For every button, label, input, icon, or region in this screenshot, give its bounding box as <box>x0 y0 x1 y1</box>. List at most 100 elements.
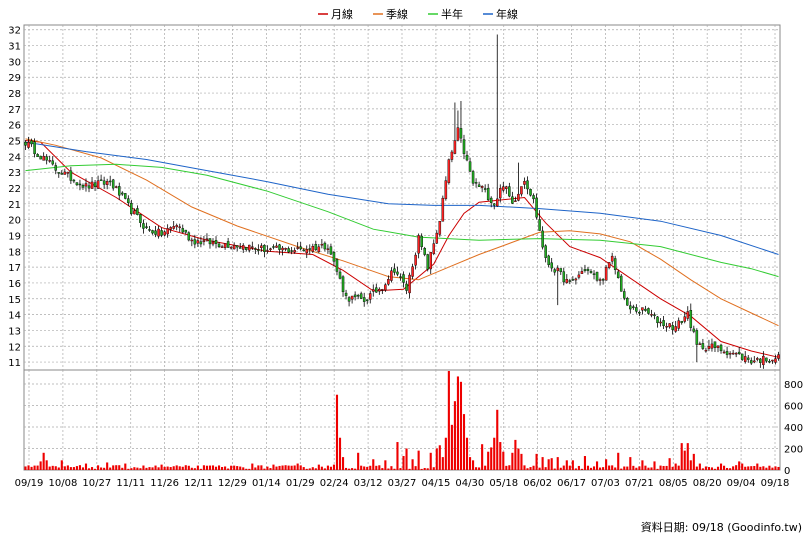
candle-body <box>583 269 587 271</box>
volume-bar <box>344 467 348 470</box>
candle-body <box>269 248 272 250</box>
volume-bar <box>217 465 221 470</box>
candle-body <box>759 358 762 363</box>
volume-bar <box>320 466 323 470</box>
candle-body <box>592 273 596 275</box>
candle-body <box>326 248 330 250</box>
candle-body <box>505 186 508 189</box>
price-tick-label: 13 <box>8 326 21 337</box>
candle-body <box>48 160 51 162</box>
price-tick-label: 17 <box>8 263 21 274</box>
x-tick-label: 07/21 <box>625 478 654 489</box>
volume-bar <box>683 450 686 470</box>
candle-body <box>124 193 127 199</box>
candle-body <box>108 180 112 183</box>
volume-bar <box>281 465 284 470</box>
volume-bar <box>30 466 33 470</box>
volume-bar <box>254 467 257 470</box>
x-tick-label: 09/19 <box>15 478 44 489</box>
candle-body <box>668 323 671 328</box>
candle-body <box>417 235 420 254</box>
volume-bar <box>69 467 72 470</box>
candle-body <box>172 226 175 229</box>
candle-body <box>402 274 405 283</box>
volume-bar <box>287 465 290 470</box>
volume-bar <box>653 461 656 470</box>
candle-body <box>444 180 448 199</box>
x-tick-label: 03/27 <box>388 478 417 489</box>
x-tick-label: 01/14 <box>252 478 281 489</box>
volume-bar <box>695 466 698 470</box>
candle-body <box>538 219 541 231</box>
volume-bar <box>109 467 112 470</box>
candle-body <box>411 266 414 277</box>
volume-bar <box>363 466 366 470</box>
volume-bar <box>490 447 493 470</box>
candle-body <box>372 289 375 292</box>
volume-bar <box>716 466 720 470</box>
volume-bar <box>553 468 556 470</box>
volume-bar <box>39 461 42 470</box>
candle-body <box>190 239 194 242</box>
volume-bar <box>704 466 707 470</box>
candle-body <box>671 325 674 330</box>
price-tick-label: 22 <box>8 184 21 195</box>
candle-body <box>483 188 487 190</box>
candle-body <box>456 127 460 141</box>
data-source-date: 資料日期: 09/18 (Goodinfo.tw) <box>641 520 802 534</box>
candle-body <box>577 274 581 278</box>
price-tick-label: 19 <box>8 231 21 242</box>
candle-body <box>405 283 408 291</box>
candle-body <box>175 225 178 228</box>
volume-bar <box>668 458 671 470</box>
candle-body <box>613 258 617 270</box>
volume-y-axis: 0 200 400 600 800 <box>784 380 803 477</box>
volume-bar <box>290 465 293 470</box>
candle-body <box>45 156 48 161</box>
volume-bar <box>221 466 224 470</box>
candle-body <box>453 140 457 154</box>
volume-bar <box>369 465 372 470</box>
candle-body <box>308 248 312 250</box>
candle-body <box>662 320 665 327</box>
volume-bar <box>605 459 608 470</box>
candle-body <box>553 269 556 273</box>
candle-body <box>544 245 547 258</box>
volume-bar <box>175 465 178 470</box>
volume-bar <box>124 463 127 470</box>
price-tick-label: 20 <box>8 216 21 227</box>
candle-body <box>66 171 70 174</box>
candle-body <box>199 241 203 245</box>
candle-body <box>701 343 705 349</box>
volume-bar <box>429 452 432 470</box>
price-tick-label: 26 <box>8 121 21 132</box>
candle-body <box>471 171 475 184</box>
candle-body <box>626 298 629 306</box>
volume-bar <box>559 467 562 470</box>
volume-bar <box>66 465 69 470</box>
candle-body <box>768 361 771 363</box>
candle-body <box>508 186 511 197</box>
volume-bar <box>774 466 777 470</box>
price-tick-label: 15 <box>8 295 21 306</box>
volume-bar <box>87 468 91 470</box>
candle-body <box>477 184 481 187</box>
candle-body <box>362 297 366 302</box>
volume-bar <box>529 467 532 470</box>
candle-body <box>139 214 142 223</box>
candle-body <box>251 246 254 248</box>
x-tick-label: 06/02 <box>523 478 552 489</box>
volume-bar <box>586 465 590 470</box>
volume-bar <box>139 468 142 470</box>
volume-bar <box>456 376 460 470</box>
candle-body <box>619 275 623 292</box>
volume-bar <box>759 466 762 470</box>
volume-bar <box>97 465 100 470</box>
candle-body <box>272 246 275 248</box>
volume-bars <box>24 371 780 470</box>
volume-bar <box>493 437 496 470</box>
candle-body <box>765 357 768 362</box>
candle-body <box>127 198 130 203</box>
volume-bar <box>372 459 375 470</box>
price-tick-label: 27 <box>8 105 21 116</box>
